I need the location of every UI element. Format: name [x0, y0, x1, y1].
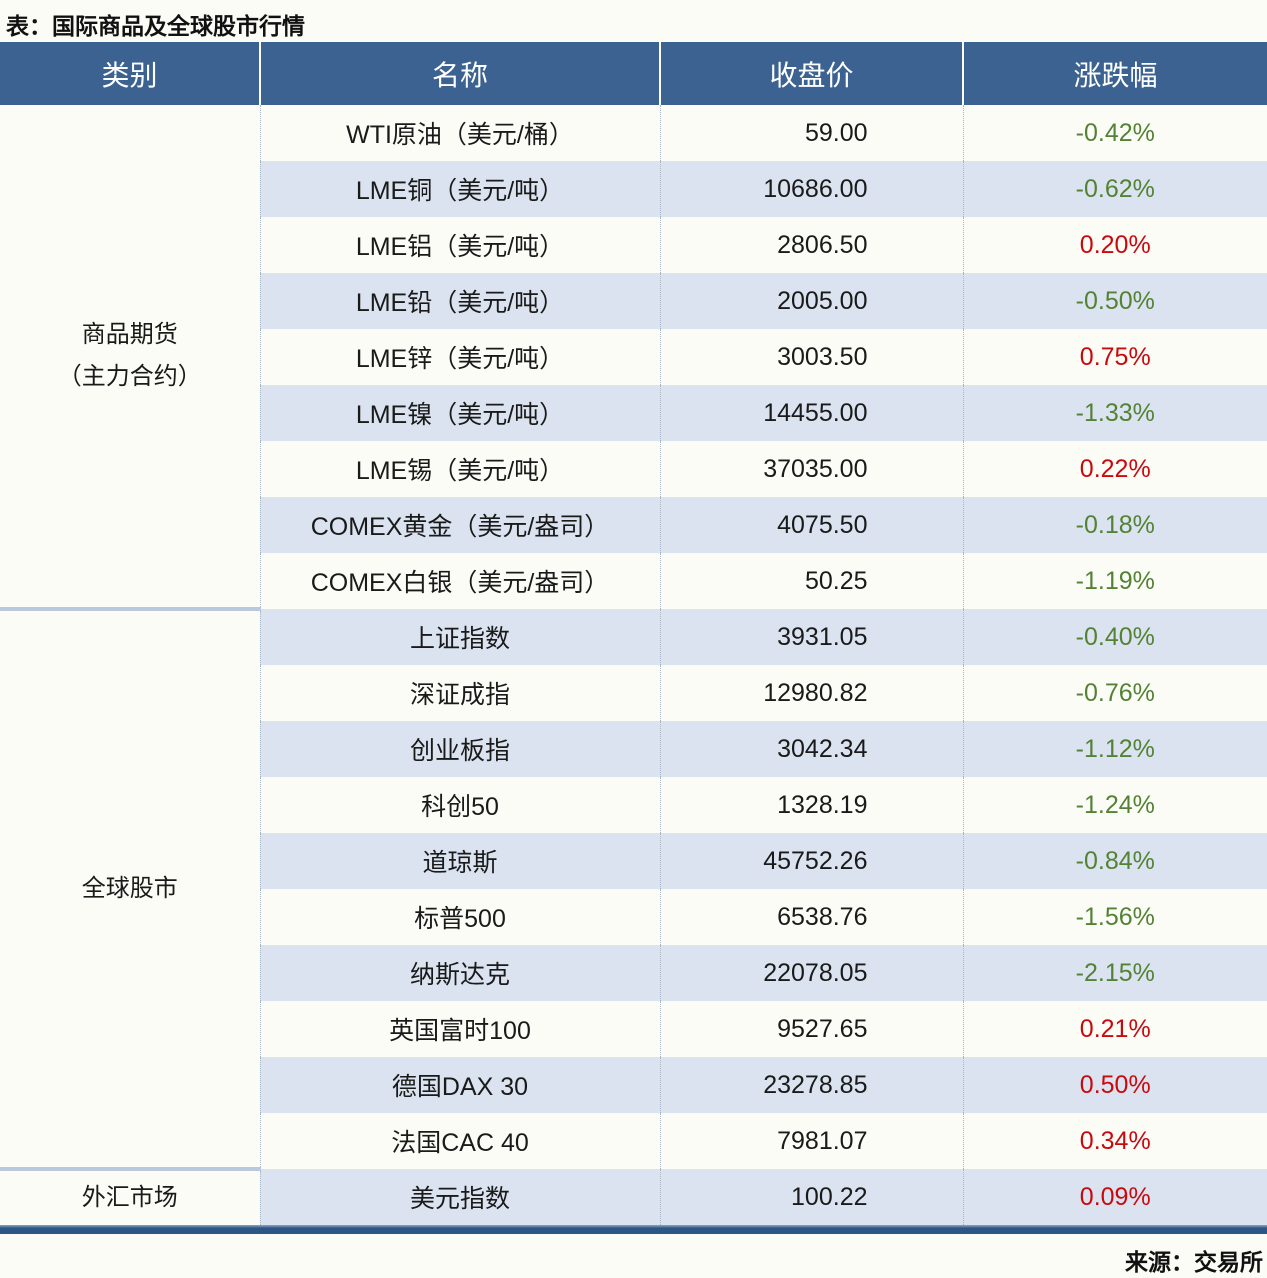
- close-price-cell: 2806.50: [659, 217, 963, 273]
- instrument-name-cell: 美元指数: [259, 1169, 660, 1225]
- column-header-category: 类别: [0, 42, 260, 105]
- instrument-name-cell: 法国CAC 40: [259, 1113, 660, 1169]
- instrument-name-cell: 纳斯达克: [259, 945, 660, 1001]
- market-table: 类别 名称 收盘价 涨跌幅 商品期货 （主力合约） WTI原油（美元/桶） 59.00…: [0, 42, 1267, 1225]
- change-pct-cell: 0.50%: [962, 1057, 1267, 1113]
- close-price-cell: 7981.07: [659, 1113, 963, 1169]
- table-row: COMEX黄金（美元/盎司） 4075.50 -0.18%: [0, 497, 1267, 553]
- column-header-close-price: 收盘价: [659, 42, 963, 105]
- instrument-name-cell: 英国富时100: [259, 1001, 660, 1057]
- close-price-cell: 4075.50: [659, 497, 963, 553]
- table-row: LME镍（美元/吨） 14455.00 -1.33%: [0, 385, 1267, 441]
- change-pct-cell: -0.62%: [962, 161, 1267, 217]
- table-row: 标普500 6538.76 -1.56%: [0, 889, 1267, 945]
- close-price-cell: 2005.00: [659, 273, 963, 329]
- close-price-cell: 3003.50: [659, 329, 963, 385]
- table-row: LME锌（美元/吨） 3003.50 0.75%: [0, 329, 1267, 385]
- close-price-cell: 10686.00: [659, 161, 963, 217]
- table-row: 外汇市场 美元指数 100.22 0.09%: [0, 1167, 1267, 1225]
- change-pct-cell: 0.21%: [962, 1001, 1267, 1057]
- instrument-name-cell: COMEX白银（美元/盎司）: [259, 553, 660, 609]
- table-bottom-border: [0, 1225, 1267, 1234]
- close-price-cell: 100.22: [659, 1169, 963, 1225]
- close-price-cell: 23278.85: [659, 1057, 963, 1113]
- table-row: 深证成指 12980.82 -0.76%: [0, 665, 1267, 721]
- table-row: 纳斯达克 22078.05 -2.15%: [0, 945, 1267, 1001]
- close-price-cell: 9527.65: [659, 1001, 963, 1057]
- close-price-cell: 37035.00: [659, 441, 963, 497]
- instrument-name-cell: WTI原油（美元/桶）: [259, 105, 660, 161]
- change-pct-cell: -2.15%: [962, 945, 1267, 1001]
- change-pct-cell: -1.19%: [962, 553, 1267, 609]
- column-header-name: 名称: [259, 42, 660, 105]
- change-pct-cell: 0.09%: [962, 1169, 1267, 1225]
- source-label: 来源：交易所: [1125, 1249, 1263, 1275]
- category-cell: 全球股市: [0, 607, 260, 1169]
- instrument-name-cell: 科创50: [259, 777, 660, 833]
- change-pct-cell: -1.12%: [962, 721, 1267, 777]
- table-row: 德国DAX 30 23278.85 0.50%: [0, 1057, 1267, 1113]
- instrument-name-cell: 标普500: [259, 889, 660, 945]
- close-price-cell: 3042.34: [659, 721, 963, 777]
- change-pct-cell: -0.50%: [962, 273, 1267, 329]
- table-row: COMEX白银（美元/盎司） 50.25 -1.19%: [0, 553, 1267, 609]
- close-price-cell: 6538.76: [659, 889, 963, 945]
- table-row: 创业板指 3042.34 -1.12%: [0, 721, 1267, 777]
- header-row: 类别 名称 收盘价 涨跌幅: [0, 42, 1267, 105]
- instrument-name-cell: LME锌（美元/吨）: [259, 329, 660, 385]
- change-pct-cell: -1.24%: [962, 777, 1267, 833]
- close-price-cell: 22078.05: [659, 945, 963, 1001]
- change-pct-cell: 0.75%: [962, 329, 1267, 385]
- change-pct-cell: -0.42%: [962, 105, 1267, 161]
- close-price-cell: 3931.05: [659, 609, 963, 665]
- table-row: 全球股市 上证指数 3931.05 -0.40%: [0, 607, 1267, 1169]
- close-price-cell: 50.25: [659, 553, 963, 609]
- instrument-name-cell: 创业板指: [259, 721, 660, 777]
- change-pct-cell: -0.84%: [962, 833, 1267, 889]
- category-cell: 外汇市场: [0, 1167, 260, 1225]
- close-price-cell: 14455.00: [659, 385, 963, 441]
- table-row: 法国CAC 40 7981.07 0.34%: [0, 1113, 1267, 1169]
- instrument-name-cell: LME锡（美元/吨）: [259, 441, 660, 497]
- change-pct-cell: -1.56%: [962, 889, 1267, 945]
- category-cell: 商品期货 （主力合约）: [0, 105, 260, 609]
- close-price-cell: 1328.19: [659, 777, 963, 833]
- change-pct-cell: -1.33%: [962, 385, 1267, 441]
- column-header-change-pct: 涨跌幅: [962, 42, 1267, 105]
- table-row: 英国富时100 9527.65 0.21%: [0, 1001, 1267, 1057]
- table-row: LME铜（美元/吨） 10686.00 -0.62%: [0, 161, 1267, 217]
- change-pct-cell: 0.34%: [962, 1113, 1267, 1169]
- instrument-name-cell: 道琼斯: [259, 833, 660, 889]
- instrument-name-cell: COMEX黄金（美元/盎司）: [259, 497, 660, 553]
- table-row: LME锡（美元/吨） 37035.00 0.22%: [0, 441, 1267, 497]
- instrument-name-cell: 上证指数: [259, 609, 660, 665]
- close-price-cell: 59.00: [659, 105, 963, 161]
- change-pct-cell: -0.76%: [962, 665, 1267, 721]
- change-pct-cell: -0.18%: [962, 497, 1267, 553]
- table-body: 商品期货 （主力合约） WTI原油（美元/桶） 59.00 -0.42% LME铜（美元/…: [0, 105, 1267, 1225]
- page-title: 表：国际商品及全球股市行情: [6, 13, 305, 39]
- instrument-name-cell: LME铝（美元/吨）: [259, 217, 660, 273]
- instrument-name-cell: 德国DAX 30: [259, 1057, 660, 1113]
- change-pct-cell: 0.22%: [962, 441, 1267, 497]
- change-pct-cell: -0.40%: [962, 609, 1267, 665]
- table-row: LME铝（美元/吨） 2806.50 0.20%: [0, 217, 1267, 273]
- instrument-name-cell: LME镍（美元/吨）: [259, 385, 660, 441]
- instrument-name-cell: LME铜（美元/吨）: [259, 161, 660, 217]
- close-price-cell: 12980.82: [659, 665, 963, 721]
- table-row: 道琼斯 45752.26 -0.84%: [0, 833, 1267, 889]
- table-row: 商品期货 （主力合约） WTI原油（美元/桶） 59.00 -0.42%: [0, 105, 1267, 609]
- instrument-name-cell: 深证成指: [259, 665, 660, 721]
- table-row: 科创50 1328.19 -1.24%: [0, 777, 1267, 833]
- table-row: LME铅（美元/吨） 2005.00 -0.50%: [0, 273, 1267, 329]
- change-pct-cell: 0.20%: [962, 217, 1267, 273]
- instrument-name-cell: LME铅（美元/吨）: [259, 273, 660, 329]
- close-price-cell: 45752.26: [659, 833, 963, 889]
